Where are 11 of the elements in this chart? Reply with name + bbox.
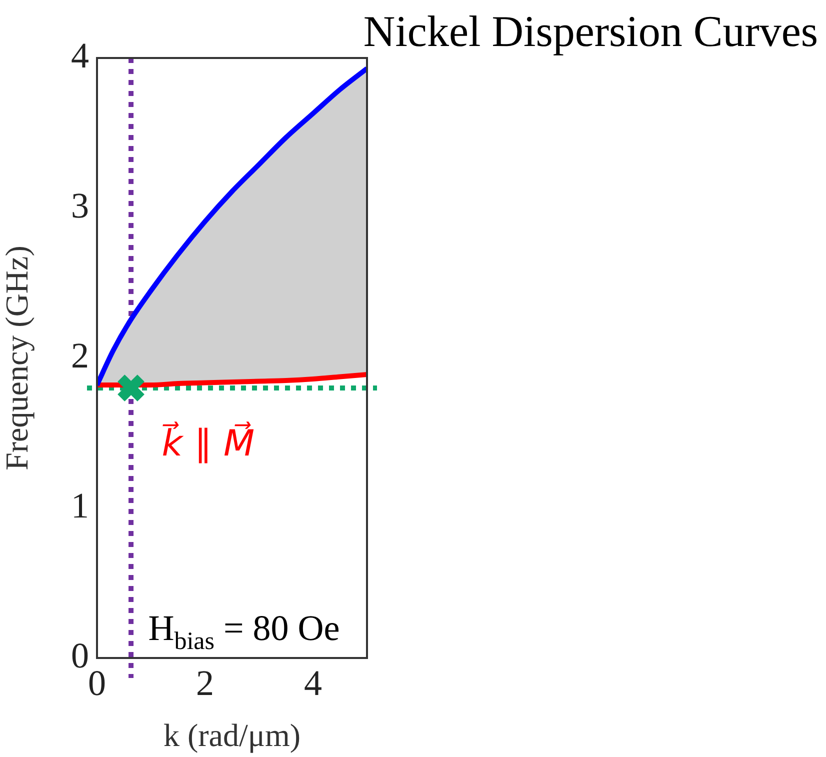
y-tick-label: 2 <box>71 335 89 376</box>
y-tick-label: 0 <box>71 635 89 676</box>
text: Nickel Dispersion Curves <box>363 7 818 56</box>
series-label: k⃗ ∥ M⃗ <box>162 420 255 464</box>
x-tick-label: 4 <box>304 663 322 704</box>
y-tick-label: 3 <box>71 185 89 226</box>
y-tick-label: 4 <box>71 35 89 76</box>
y-axis-title: Frequency (GHz) <box>0 246 35 470</box>
x-axis-title: k (rad/μm) <box>163 717 301 754</box>
y-tick-label: 1 <box>71 485 89 526</box>
x-tick-label: 2 <box>196 663 214 704</box>
